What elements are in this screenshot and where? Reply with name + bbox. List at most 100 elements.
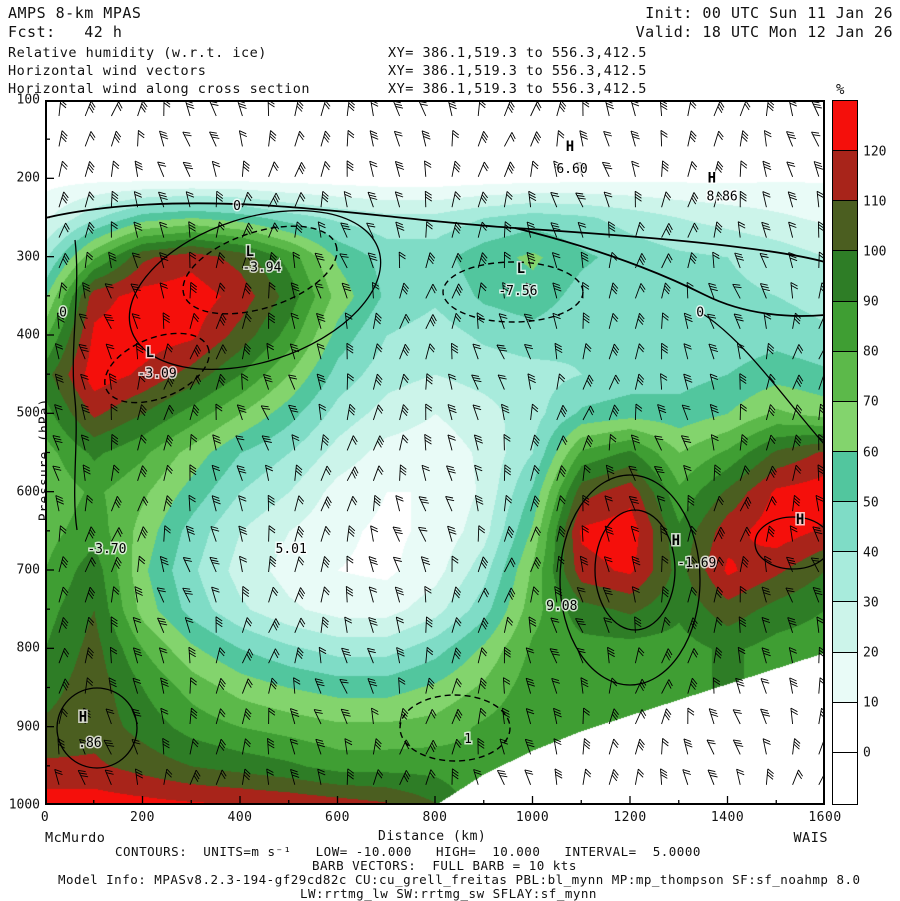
wind-barb-stroke (85, 131, 91, 146)
wind-barb-stroke (291, 347, 298, 349)
wind-barb-stroke (78, 770, 85, 784)
wind-barb-stroke (474, 435, 478, 451)
wind-barb-stroke (554, 711, 561, 714)
wind-barb-stroke (269, 649, 276, 664)
wind-barb-stroke (426, 344, 430, 360)
contour-left-vertical (73, 240, 77, 530)
wind-barb-stroke (425, 434, 426, 450)
wind-barb-stroke (812, 102, 819, 103)
wind-barb-stroke (138, 435, 142, 451)
wind-barb-stroke (368, 679, 374, 694)
wind-barb-stroke (395, 161, 399, 176)
wind-barb-stroke (266, 465, 269, 481)
wind-barb-stroke (761, 679, 768, 681)
wind-barb-stroke (662, 254, 669, 268)
wind-barb-stroke (738, 647, 740, 663)
wind-barb-stroke (814, 590, 821, 592)
wind-barb-stroke (472, 375, 479, 390)
wind-barb-stroke (787, 591, 794, 592)
wind-barb-stroke (787, 132, 794, 134)
wind-barb-stroke (708, 314, 715, 315)
wind-barb-stroke (397, 225, 404, 228)
wind-barb-stroke (555, 343, 557, 359)
wind-barb-stroke (158, 162, 164, 177)
wind-barb-stroke (105, 770, 111, 785)
wind-barb-stroke (655, 436, 662, 437)
wind-barb-stroke (737, 772, 744, 775)
wind-barb-stroke (787, 162, 793, 177)
wind-barb-stroke (582, 526, 583, 542)
wind-barb-stroke (764, 167, 771, 170)
wind-barb-stroke (159, 165, 166, 167)
wind-barb-stroke (500, 776, 507, 777)
wind-barb-stroke (788, 134, 795, 136)
wind-barb-stroke (183, 588, 190, 589)
wind-barb-stroke (816, 495, 819, 511)
wind-barb-stroke (576, 193, 583, 207)
wind-barb-stroke (734, 287, 741, 288)
wind-barb-stroke (525, 739, 530, 754)
wind-barb-stroke (106, 709, 111, 724)
contour-value-label: 9.08 (546, 599, 577, 614)
wind-barb-stroke (162, 684, 169, 687)
wind-barb-stroke (131, 284, 138, 285)
wind-barb-stroke (422, 465, 429, 468)
wind-barb-stroke (111, 528, 119, 542)
wind-barb-stroke (824, 350, 825, 357)
wind-barb-stroke (710, 374, 714, 390)
physics-info-line: LW:rrtmg_lw SW:rrtmg_sw SFLAY:sf_mynn (300, 886, 597, 901)
wind-barb-stroke (290, 709, 294, 724)
wind-barb-stroke (422, 131, 426, 147)
wind-barb-stroke (635, 769, 638, 785)
wind-barb-stroke (766, 343, 768, 359)
wind-barb-stroke (606, 465, 609, 481)
wind-barb-stroke (604, 618, 609, 633)
wind-barb-stroke (317, 374, 324, 377)
field-3-xy: XY= 386.1,519.3 to 556.3,412.5 (388, 81, 647, 97)
wind-barb-stroke (267, 769, 269, 785)
wind-barb-stroke (159, 192, 166, 194)
wind-barb-stroke (216, 739, 221, 754)
wind-barb-stroke (446, 497, 453, 499)
wind-barb-stroke (367, 223, 374, 224)
wind-barb-stroke (212, 563, 219, 565)
wind-barb-stroke (524, 314, 531, 316)
wind-barb-stroke (293, 252, 295, 268)
wind-barb-stroke (629, 496, 636, 498)
colorbar (832, 100, 858, 805)
wind-barb-stroke (160, 283, 164, 299)
wind-barb-stroke (557, 556, 559, 572)
wind-barb-stroke (315, 712, 322, 713)
wind-barb-stroke (419, 527, 426, 541)
wind-barb-stroke (714, 617, 717, 633)
wind-barb-stroke (737, 769, 744, 772)
wind-barb-stroke (394, 101, 400, 116)
wind-barb-stroke (109, 374, 111, 390)
wind-barb-stroke (291, 769, 295, 784)
wind-barb-stroke (158, 162, 165, 164)
wind-barb-stroke (578, 222, 583, 237)
wind-barb-stroke (105, 284, 111, 299)
wind-barb-stroke (789, 563, 796, 565)
wind-barb-stroke (662, 679, 669, 693)
wind-barb-stroke (59, 131, 62, 147)
wind-barb-stroke (369, 681, 376, 683)
wind-barb-stroke (762, 222, 767, 237)
wind-barb-stroke (735, 743, 742, 744)
wind-barb-stroke (609, 769, 614, 784)
wind-barb-stroke (609, 283, 613, 299)
wind-barb-stroke (766, 435, 771, 450)
wind-barb-stroke (369, 618, 376, 620)
wind-barb-stroke (397, 593, 404, 596)
wind-barb-stroke (531, 435, 535, 451)
wind-barb-stroke (605, 496, 612, 499)
wind-barb-stroke (760, 253, 767, 254)
wind-barb-stroke (551, 618, 557, 633)
barb-info-line: BARB VECTORS: FULL BARB = 10 kts (312, 858, 577, 873)
colorbar-block (833, 302, 857, 352)
wind-barb-stroke (106, 286, 113, 288)
wind-barb-stroke (236, 436, 243, 451)
wind-barb-stroke (633, 137, 640, 139)
wind-barb-stroke (164, 435, 168, 450)
wind-barb-stroke (708, 770, 714, 785)
